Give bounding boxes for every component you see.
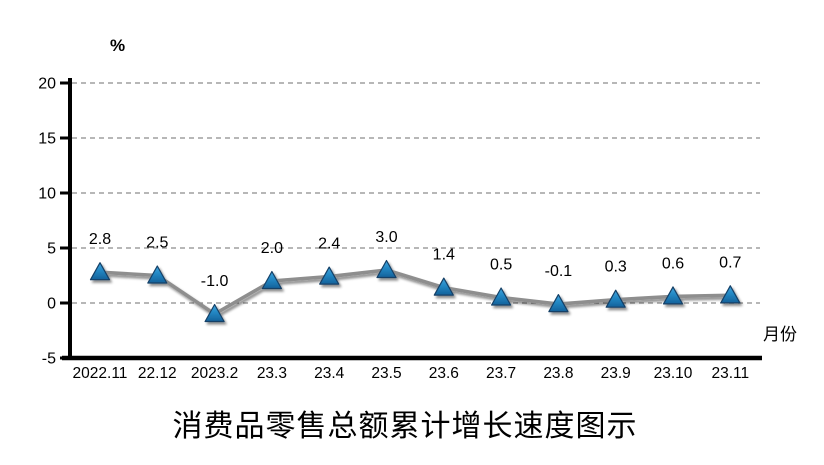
gridlines: [72, 82, 760, 304]
x-category-label: 2023.2: [191, 365, 238, 382]
chart-title: 消费品零售总额累计增长速度图示: [172, 410, 638, 443]
data-point-label: 2.4: [318, 236, 340, 253]
x-category-label: 23.7: [486, 365, 516, 382]
data-point-label: 0.5: [490, 257, 512, 274]
y-tick-label: 15: [38, 131, 56, 148]
data-point-label: 3.0: [375, 229, 397, 246]
x-category-label: 23.9: [601, 365, 631, 382]
y-tick-label: -5: [42, 351, 56, 368]
data-point-marker: [147, 265, 168, 284]
data-point-marker: [548, 294, 569, 313]
x-category-label: 22.12: [138, 365, 177, 382]
data-point-marker: [491, 287, 512, 306]
data-point-marker: [261, 270, 282, 290]
data-series: [89, 259, 741, 323]
x-category-label: 23.11: [711, 365, 749, 382]
data-point-label: 1.4: [433, 247, 455, 264]
x-category-label: 23.4: [314, 365, 345, 382]
data-point-label: 0.6: [662, 255, 684, 272]
axes: [60, 78, 762, 361]
x-category-label: 23.10: [654, 365, 693, 382]
data-point-marker: [89, 262, 111, 281]
y-tick-label: 0: [47, 296, 56, 313]
y-tick-label: 20: [38, 76, 56, 93]
y-tick-label: 10: [38, 186, 56, 203]
x-category-label: 2022.11: [73, 365, 128, 382]
data-point-label: 2.0: [261, 240, 283, 257]
data-point-label: 0.7: [719, 254, 741, 271]
x-category-label: 23.6: [429, 365, 459, 382]
data-point-label: 2.5: [146, 235, 168, 252]
data-point-label: 0.3: [605, 259, 627, 276]
data-point-marker: [319, 266, 340, 285]
x-category-label: 23.3: [257, 365, 287, 382]
x-axis-unit-label: 月份: [763, 325, 797, 344]
data-point-label: -0.1: [545, 263, 573, 280]
data-point-marker: [720, 285, 741, 304]
data-point-marker: [605, 289, 626, 308]
labels: 20 15 10 5 0 -5 2.8 2.5 -1.0 2.0 2.4 3.0 1.4 0.5 -0.1 0…: [38, 76, 749, 383]
y-axis-unit-label: %: [110, 36, 126, 55]
series-line: [98, 268, 733, 316]
x-category-label: 23.5: [371, 365, 401, 382]
x-category-label: 23.8: [543, 365, 573, 382]
data-point-marker: [662, 286, 684, 305]
data-point-marker: [204, 303, 225, 323]
data-point-marker: [433, 277, 454, 296]
data-point-label: -1.0: [201, 273, 229, 290]
y-tick-label: 5: [47, 241, 56, 258]
data-point-label: 2.8: [89, 231, 111, 248]
data-point-marker: [376, 259, 397, 279]
